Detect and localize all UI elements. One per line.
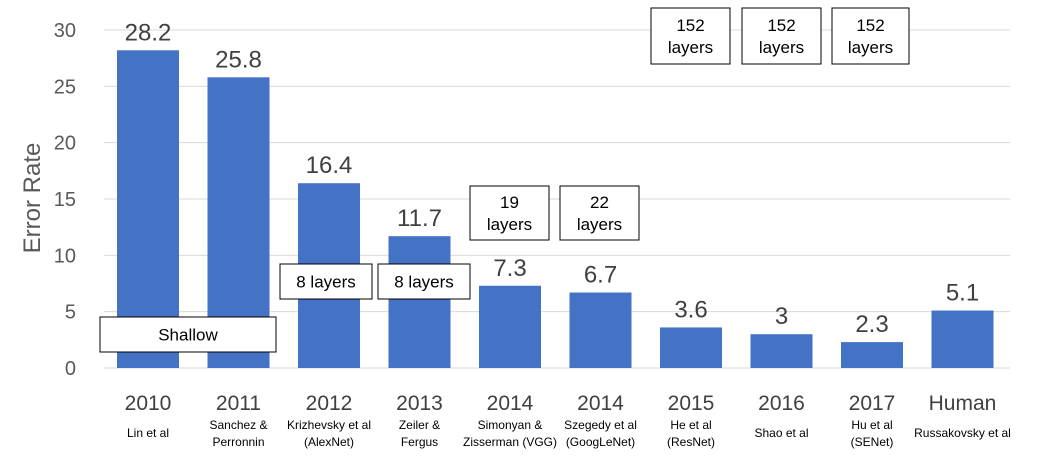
x-tick-label: 2015	[668, 392, 715, 415]
y-axis-label: Error Rate	[19, 143, 46, 254]
x-reference-label: Szegedy et al	[564, 418, 637, 432]
x-reference-label: Hu et al	[851, 418, 892, 432]
x-reference-label: Zeiler &	[399, 418, 440, 432]
y-tick-label: 20	[54, 133, 76, 155]
annotation-text: 8 layers	[394, 273, 454, 292]
annotation-text: 152	[767, 16, 795, 35]
x-reference-label: Sanchez &	[209, 418, 267, 432]
bar	[117, 50, 179, 368]
data-label: 11.7	[397, 205, 442, 232]
annotation-text: 19	[500, 193, 519, 212]
y-tick-label: 30	[54, 20, 76, 42]
x-tick-label: 2011	[216, 392, 261, 415]
annotation-text: 152	[856, 16, 884, 35]
bar	[750, 334, 813, 368]
annotation-box: 152 layers	[831, 7, 910, 65]
annotation-frame	[377, 263, 471, 300]
x-reference-label: Perronnin	[212, 435, 264, 449]
data-labels: 28.2 25.8 16.4 11.7 7.3 6.7 3.6 3 2.3 5.1	[125, 19, 980, 338]
data-label: 3	[775, 303, 788, 330]
x-reference-label: (SENet)	[851, 435, 894, 449]
bar	[660, 327, 722, 368]
x-tick-label: 2010	[125, 392, 172, 415]
annotation-text: layers	[487, 215, 532, 234]
y-tick-label: 10	[54, 245, 76, 267]
annotation-frame	[741, 7, 822, 65]
bar	[841, 342, 903, 368]
y-tick-label: 25	[54, 76, 76, 98]
x-tick-label: 2016	[758, 392, 805, 415]
x-reference-label: Fergus	[401, 435, 438, 449]
data-label: 28.2	[125, 19, 172, 46]
bar	[569, 292, 632, 368]
annotation-frame	[559, 185, 640, 241]
x-reference-label: Shao et al	[754, 426, 808, 440]
x-reference-label: (ResNet)	[667, 435, 715, 449]
annotation-text: 152	[676, 16, 704, 35]
annotation-box: Shallow	[99, 316, 277, 353]
x-tick-label: 2014	[577, 392, 624, 415]
annotation-text: 22	[590, 193, 609, 212]
data-label: 5.1	[946, 280, 979, 307]
x-reference-label: Lin et al	[127, 426, 169, 440]
bar	[388, 236, 451, 368]
annotation-box: 19 layers	[469, 185, 550, 241]
annotation-text: layers	[577, 215, 622, 234]
annotation-text: Shallow	[158, 326, 218, 345]
x-tick-label: Human	[929, 392, 997, 415]
x-tick-label: 2012	[306, 392, 353, 415]
annotation-frame	[469, 185, 550, 241]
annotation-frame	[99, 316, 277, 353]
annotation-text: 8 layers	[296, 273, 356, 292]
x-reference-label: (GoogLeNet)	[566, 435, 635, 449]
x-reference-label: He et al	[670, 418, 711, 432]
annotation-text: layers	[759, 38, 804, 57]
x-reference-label: Simonyan &	[478, 418, 543, 432]
x-reference-label: Krizhevsky et al	[287, 418, 371, 432]
data-label: 7.3	[493, 255, 526, 282]
x-reference-label: Russakovsky et al	[914, 426, 1011, 440]
annotation-box: 152 layers	[741, 7, 822, 65]
y-axis-ticks: 0 5 10 15 20 25 30	[54, 20, 76, 380]
bar	[931, 310, 994, 368]
annotation-text: layers	[848, 38, 893, 57]
bar	[479, 285, 541, 368]
annotation-frame	[279, 263, 373, 300]
y-tick-label: 5	[65, 302, 76, 324]
x-tick-label: 2013	[396, 392, 443, 415]
data-label: 3.6	[674, 296, 707, 323]
y-tick-label: 15	[54, 189, 76, 211]
x-axis-labels: 2010 Lin et al 2011 Sanchez & Perronnin 2012 K…	[125, 392, 1011, 449]
data-label: 25.8	[215, 46, 262, 73]
x-tick-label: 2014	[487, 392, 534, 415]
data-label: 16.4	[306, 152, 353, 179]
data-label: 2.3	[855, 311, 888, 338]
annotation-text: layers	[668, 38, 713, 57]
annotation-box: 22 layers	[559, 185, 640, 241]
annotation-frame	[650, 7, 731, 65]
annotation-box: 8 layers	[377, 263, 471, 300]
data-label: 6.7	[584, 262, 617, 289]
x-reference-label: Zisserman (VGG)	[463, 435, 557, 449]
annotation-box: 8 layers	[279, 263, 373, 300]
annotation-frame	[831, 7, 910, 65]
x-reference-label: (AlexNet)	[304, 435, 354, 449]
y-tick-label: 0	[65, 358, 76, 380]
x-tick-label: 2017	[849, 392, 896, 415]
annotation-box: 152 layers	[650, 7, 731, 65]
